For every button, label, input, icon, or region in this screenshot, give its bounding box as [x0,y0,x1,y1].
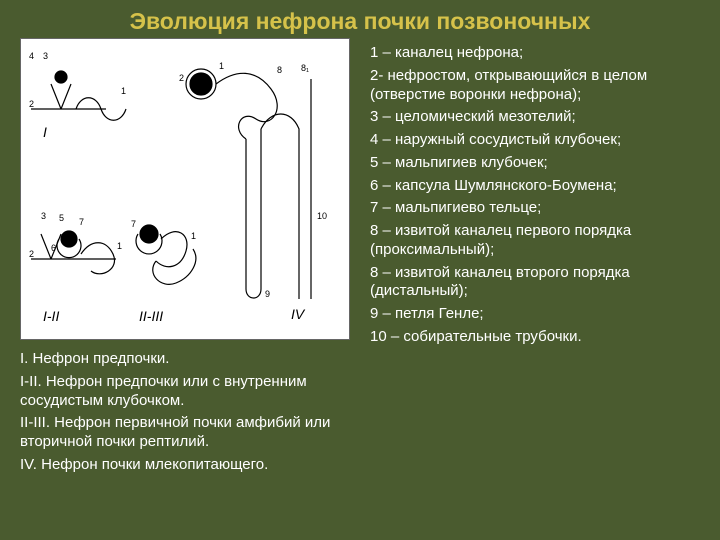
legend-item: 8 – извитой каналец первого порядка (про… [370,222,700,260]
legend-list: 1 – каналец нефрона; 2- нефростом, откры… [370,44,700,347]
content-row: 4 3 2 1 I [0,38,720,540]
caption-line: I-II. Нефрон предпочки или с внутренним … [20,373,350,411]
svg-text:8: 8 [277,65,282,75]
legend-item: 5 – мальпигиев клубочек; [370,154,700,173]
legend-item: 4 – наружный сосудистый клубочек; [370,131,700,150]
caption-line: I. Нефрон предпочки. [20,350,350,369]
svg-text:2: 2 [179,73,184,83]
svg-text:1: 1 [219,61,224,71]
svg-text:8₁: 8₁ [301,63,309,73]
nephron-evolution-figure: 4 3 2 1 I [20,38,350,340]
legend-item: 9 – петля Генле; [370,305,700,324]
svg-text:7: 7 [79,217,84,227]
legend-item: 2- нефростом, открывающийся в целом (отв… [370,67,700,105]
caption-line: II-III. Нефрон первичной почки амфибий и… [20,414,350,452]
svg-text:1: 1 [121,86,126,96]
legend-item: 10 – собирательные трубочки. [370,328,700,347]
svg-text:10: 10 [317,211,327,221]
svg-text:I: I [43,124,47,140]
nephron-svg: 4 3 2 1 I [21,39,349,339]
svg-text:9: 9 [265,289,270,299]
svg-text:II-III: II-III [139,308,163,324]
svg-text:6: 6 [51,243,56,253]
slide-title: Эволюция нефрона почки позвоночных [0,8,720,35]
svg-text:4: 4 [29,51,34,61]
svg-text:3: 3 [41,211,46,221]
svg-text:IV: IV [291,306,306,322]
slide: Эволюция нефрона почки позвоночных [0,0,720,540]
svg-text:5: 5 [59,213,64,223]
legend-item: 3 – целомический мезотелий; [370,108,700,127]
svg-text:2: 2 [29,99,34,109]
svg-text:I-II: I-II [43,308,59,324]
legend-item: 6 – капсула Шумлянского-Боумена; [370,177,700,196]
left-column: 4 3 2 1 I [0,38,360,540]
legend-item: 8 – извитой каналец второго порядка (дис… [370,264,700,302]
svg-text:7: 7 [131,219,136,229]
svg-text:1: 1 [191,231,196,241]
legend-item: 7 – мальпигиево тельце; [370,199,700,218]
legend-item: 1 – каналец нефрона; [370,44,700,63]
caption-line: IV. Нефрон почки млекопитающего. [20,456,350,475]
svg-text:3: 3 [43,51,48,61]
figure-caption: I. Нефрон предпочки. I-II. Нефрон предпо… [20,350,350,479]
svg-text:2: 2 [29,249,34,259]
svg-text:1: 1 [117,241,122,251]
right-column: 1 – каналец нефрона; 2- нефростом, откры… [360,38,720,540]
